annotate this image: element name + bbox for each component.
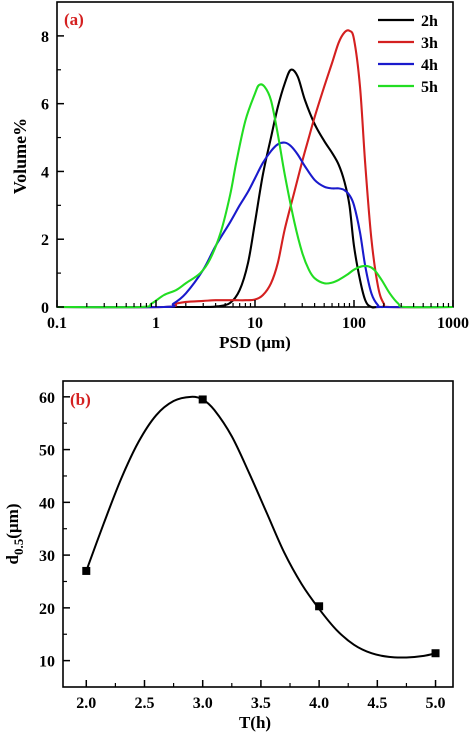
y-tick-label-4: 50 — [39, 443, 55, 460]
panel-b-label: (b) — [70, 390, 91, 409]
legend-label-2h: 2h — [421, 13, 438, 30]
y-tick-label-2: 4 — [41, 164, 49, 181]
y-tick-label-3: 40 — [39, 495, 55, 512]
panel-a-legend: 2h 3h 4h 5h — [378, 13, 438, 96]
panel-b-plot-frame — [62, 380, 454, 688]
x-tick-label-1: 1 — [152, 315, 160, 332]
y-tick-label-5: 60 — [39, 390, 55, 407]
y-tick-label-2: 30 — [39, 548, 55, 565]
fit-curve — [85, 395, 436, 659]
panel-b-ylabel-subscript: 0.5 — [11, 538, 26, 555]
x-tick-label-3: 3.5 — [251, 695, 271, 712]
series-line-2h — [56, 68, 453, 309]
panel-a-label: (a) — [64, 10, 84, 29]
panel-a-series-group — [56, 29, 454, 309]
x-tick-label-2: 3.0 — [193, 695, 213, 712]
panel-a-ylabel: Volume% — [10, 118, 30, 194]
panel-a-plot-frame — [56, 1, 454, 308]
panel-a-xlabel: PSD (µm) — [219, 333, 291, 352]
panel-b-ylabel-unit: (µm) — [3, 504, 22, 539]
y-tick-label-4: 8 — [41, 29, 49, 46]
x-tick-label-4: 1000 — [437, 315, 469, 332]
series-line-5h — [56, 83, 454, 309]
x-tick-label-0: 2.0 — [76, 695, 96, 712]
legend-label-5h: 5h — [421, 79, 438, 96]
y-tick-label-0: 10 — [39, 654, 55, 671]
x-tick-label-4: 4.0 — [309, 695, 329, 712]
x-tick-label-0: 0.1 — [47, 315, 67, 332]
panel-b-axes: 2.0 2.5 3.0 3.5 4.0 4.5 5.0 10 20 30 40 50 60 — [39, 390, 446, 712]
x-tick-label-1: 2.5 — [134, 695, 154, 712]
y-tick-label-1: 20 — [39, 601, 55, 618]
panel-b-ylabel: d0.5(µm) — [3, 504, 26, 565]
series-line-3h — [56, 29, 454, 309]
data-point-3 — [431, 649, 440, 658]
y-tick-label-1: 2 — [41, 232, 49, 249]
panel-b-ylabel-main: d — [3, 555, 22, 565]
data-point-0 — [82, 566, 91, 575]
panel-a-axes: 0.1 1 10 100 1000 0 2 4 6 8 — [41, 29, 469, 332]
legend-label-3h: 3h — [421, 35, 438, 52]
data-point-1 — [198, 395, 207, 404]
panel-b: 2.0 2.5 3.0 3.5 4.0 4.5 5.0 10 20 30 40 50 60 (b) T(… — [3, 380, 454, 732]
panel-b-series-group — [82, 395, 440, 659]
panel-b-xlabel: T(h) — [239, 713, 271, 732]
legend-label-4h: 4h — [421, 57, 438, 74]
x-tick-label-3: 100 — [342, 315, 366, 332]
y-tick-label-0: 0 — [41, 300, 49, 317]
data-point-2 — [315, 602, 324, 611]
x-tick-label-6: 5.0 — [426, 695, 446, 712]
x-tick-label-5: 4.5 — [367, 695, 387, 712]
x-tick-label-2: 10 — [247, 315, 263, 332]
y-tick-label-3: 6 — [41, 97, 49, 114]
